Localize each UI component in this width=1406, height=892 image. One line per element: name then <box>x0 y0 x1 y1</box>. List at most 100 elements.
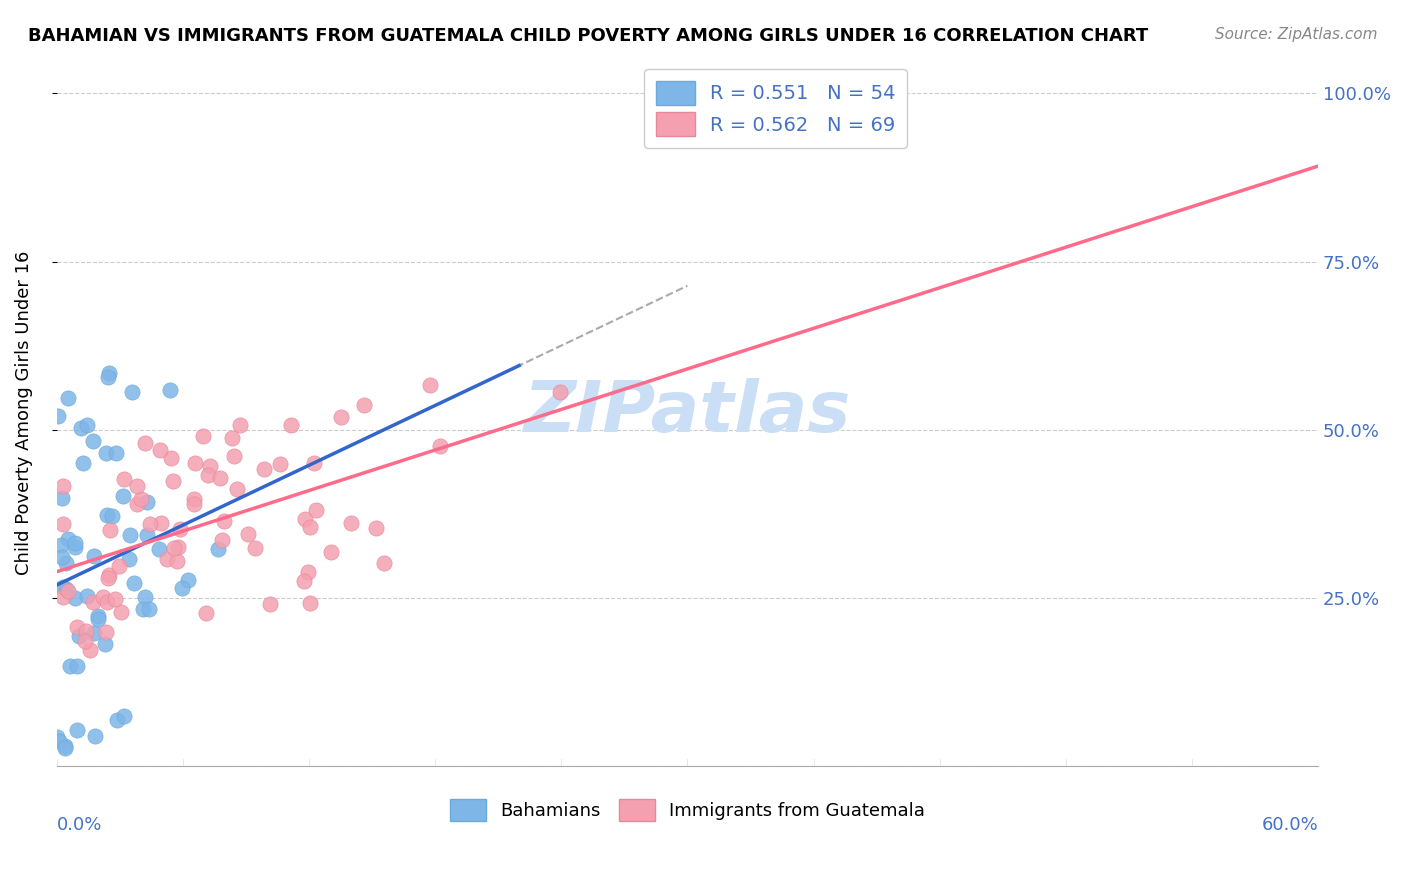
Point <box>229 417 252 432</box>
Point <box>364 521 387 535</box>
Point <box>207 541 229 556</box>
Point <box>82 595 104 609</box>
Point <box>138 602 160 616</box>
Point <box>214 514 236 528</box>
Point <box>53 741 76 756</box>
Text: BAHAMIAN VS IMMIGRANTS FROM GUATEMALA CHILD POVERTY AMONG GIRLS UNDER 16 CORRELA: BAHAMIAN VS IMMIGRANTS FROM GUATEMALA CH… <box>28 27 1149 45</box>
Point <box>302 456 325 470</box>
Point <box>122 576 145 591</box>
Point <box>243 541 266 556</box>
Point <box>63 591 86 605</box>
Point <box>98 366 121 380</box>
Point <box>353 398 375 412</box>
Point <box>134 436 156 450</box>
Point <box>112 709 135 723</box>
Point <box>97 369 120 384</box>
Point <box>183 491 205 506</box>
Point <box>208 471 231 485</box>
Point <box>121 385 143 400</box>
Point <box>65 540 87 554</box>
Point <box>66 659 89 673</box>
Text: ZIPatlas: ZIPatlas <box>523 378 851 448</box>
Point <box>221 432 243 446</box>
Point <box>125 479 148 493</box>
Point <box>197 467 219 482</box>
Point <box>101 508 124 523</box>
Point <box>156 552 179 566</box>
Point <box>339 516 361 531</box>
Point <box>429 439 451 453</box>
Point <box>169 522 191 536</box>
Point <box>159 384 181 398</box>
Point <box>139 517 162 532</box>
Point <box>91 590 114 604</box>
Point <box>46 409 69 424</box>
Point <box>120 528 142 542</box>
Point <box>194 606 217 620</box>
Legend: Bahamians, Immigrants from Guatemala: Bahamians, Immigrants from Guatemala <box>443 791 932 828</box>
Point <box>149 442 172 457</box>
Point <box>183 497 205 511</box>
Point <box>373 556 395 570</box>
Point <box>82 434 104 449</box>
Point <box>52 516 75 531</box>
Point <box>55 582 77 597</box>
Point <box>105 713 128 727</box>
Point <box>84 730 107 744</box>
Point <box>305 503 328 517</box>
Point <box>83 626 105 640</box>
Point <box>166 554 188 568</box>
Point <box>76 589 98 603</box>
Point <box>83 549 105 564</box>
Point <box>319 544 342 558</box>
Point <box>292 574 315 589</box>
Text: Source: ZipAtlas.com: Source: ZipAtlas.com <box>1215 27 1378 42</box>
Point <box>131 602 153 616</box>
Point <box>66 723 89 738</box>
Point <box>419 378 441 392</box>
Point <box>51 550 73 565</box>
Point <box>136 494 159 508</box>
Point <box>125 497 148 511</box>
Point <box>172 581 194 595</box>
Point <box>97 571 120 585</box>
Point <box>52 580 75 594</box>
Point <box>104 592 127 607</box>
Point <box>299 596 322 610</box>
Point <box>294 512 316 526</box>
Point <box>87 611 110 625</box>
Point <box>253 462 276 476</box>
Point <box>87 609 110 624</box>
Point <box>52 479 75 493</box>
Point <box>111 489 134 503</box>
Point <box>76 418 98 433</box>
Point <box>112 472 135 486</box>
Point <box>280 417 302 432</box>
Point <box>134 591 156 605</box>
Point <box>298 520 321 534</box>
Point <box>66 620 89 634</box>
Point <box>70 420 93 434</box>
Point <box>162 475 184 489</box>
Point <box>222 449 245 463</box>
Point <box>52 590 75 604</box>
Point <box>59 659 82 673</box>
Point <box>211 533 233 547</box>
Text: 0.0%: 0.0% <box>56 816 103 834</box>
Point <box>129 492 152 507</box>
Point <box>162 541 184 556</box>
Point <box>297 565 319 579</box>
Point <box>198 458 221 473</box>
Point <box>193 429 215 443</box>
Point <box>67 630 90 644</box>
Point <box>548 385 571 400</box>
Point <box>259 598 281 612</box>
Point <box>94 637 117 651</box>
Point <box>94 624 117 639</box>
Point <box>110 605 132 619</box>
Point <box>135 528 157 542</box>
Point <box>118 552 141 566</box>
Point <box>75 634 97 648</box>
Point <box>236 527 259 541</box>
Point <box>98 523 121 537</box>
